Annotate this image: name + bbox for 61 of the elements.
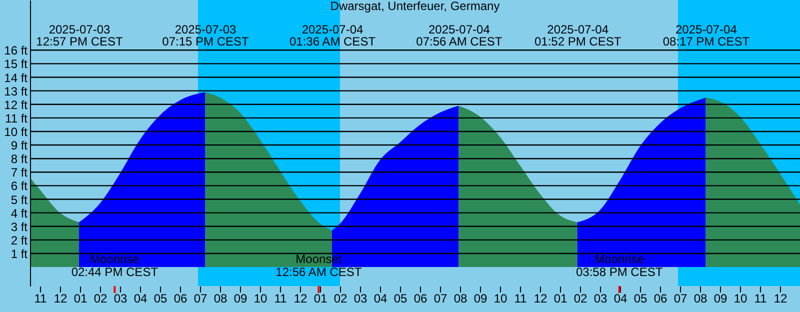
y-tick-label: 12 ft — [4, 98, 28, 112]
y-tick-label: 5 ft — [10, 192, 28, 207]
x-tick-label: 12 — [294, 292, 308, 306]
x-tick-label: 03 — [354, 292, 368, 306]
x-tick-label: 11 — [34, 292, 48, 306]
x2-tick-label: 2025-07-04 01:52 PM CEST — [534, 22, 622, 48]
y-tick-label: 16 ft — [4, 44, 28, 58]
x-tick-label: 03 — [114, 292, 128, 306]
y-tick-label: 11 ft — [5, 111, 28, 126]
x-tick-label: 11 — [274, 292, 288, 306]
x-tick-label: 07 — [434, 292, 448, 306]
x-tick-label: 09 — [714, 292, 728, 306]
x-tick-label: 12 — [774, 292, 788, 306]
x2-tick-label: 2025-07-04 01:36 AM CEST — [289, 22, 376, 48]
x-tick-label: 06 — [174, 292, 188, 306]
x2-tick-label: 2025-07-04 07:56 AM CEST — [416, 22, 503, 48]
y-tick-label: 4 ft — [10, 206, 28, 220]
ref-line-label: Moonrise 03:58 PM CEST — [576, 252, 664, 279]
x-tick-label: 01 — [74, 292, 88, 306]
x-tick-label: 05 — [154, 292, 168, 306]
x-tick-label: 08 — [214, 292, 228, 306]
y-tick-label: 2 ft — [10, 233, 28, 248]
x-tick-label: 02 — [334, 292, 348, 306]
x-tick-label: 06 — [414, 292, 428, 306]
x-tick-label: 11 — [754, 292, 768, 306]
x-tick-label: 06 — [654, 292, 668, 306]
x-tick-label: 12 — [534, 292, 548, 306]
y-tick-label: 15 ft — [4, 57, 28, 72]
y-tick-label: 1 ft — [10, 246, 28, 261]
y-tick-label: 7 ft — [10, 166, 28, 180]
x-tick-label: 12 — [54, 292, 68, 306]
x-tick-label: 03 — [594, 292, 608, 306]
y-tick-label: 13 ft — [4, 84, 28, 98]
x-tick-label: 05 — [394, 292, 408, 306]
x-tick-label: 04 — [374, 292, 388, 306]
x-tick-label: 05 — [634, 292, 648, 306]
x-tick-label: 11 — [514, 292, 528, 306]
x-tick-label: 07 — [194, 292, 208, 306]
x2-tick-label: 2025-07-03 07:15 PM CEST — [162, 22, 250, 48]
y-tick-label: 6 ft — [10, 179, 28, 194]
x-tick-label: 09 — [234, 292, 248, 306]
y-tick-label: 10 ft — [4, 124, 28, 139]
x-tick-label: 04 — [134, 292, 148, 306]
x-tick-label: 01 — [314, 292, 328, 306]
y-tick-label: 9 ft — [10, 138, 28, 153]
y-tick-label: 14 ft — [4, 70, 28, 85]
x-tick-label: 04 — [614, 292, 628, 306]
y-tick-label: 3 ft — [10, 220, 28, 234]
x2-tick-label: 2025-07-03 12:57 PM CEST — [36, 22, 124, 48]
x-tick-label: 08 — [454, 292, 468, 306]
x-tick-label: 02 — [94, 292, 108, 306]
x-tick-label: 02 — [574, 292, 588, 306]
x-tick-label: 10 — [494, 292, 508, 306]
ref-line-label: Moonrise 02:44 PM CEST — [71, 252, 159, 279]
x-tick-label: 10 — [734, 292, 748, 306]
x-tick-label: 09 — [474, 292, 488, 306]
y-tick-label: 8 ft — [10, 152, 28, 166]
x-tick-label: 01 — [554, 292, 568, 306]
x-tick-label: 07 — [674, 292, 688, 306]
x-tick-label: 08 — [694, 292, 708, 306]
x-tick-label: 10 — [254, 292, 268, 306]
